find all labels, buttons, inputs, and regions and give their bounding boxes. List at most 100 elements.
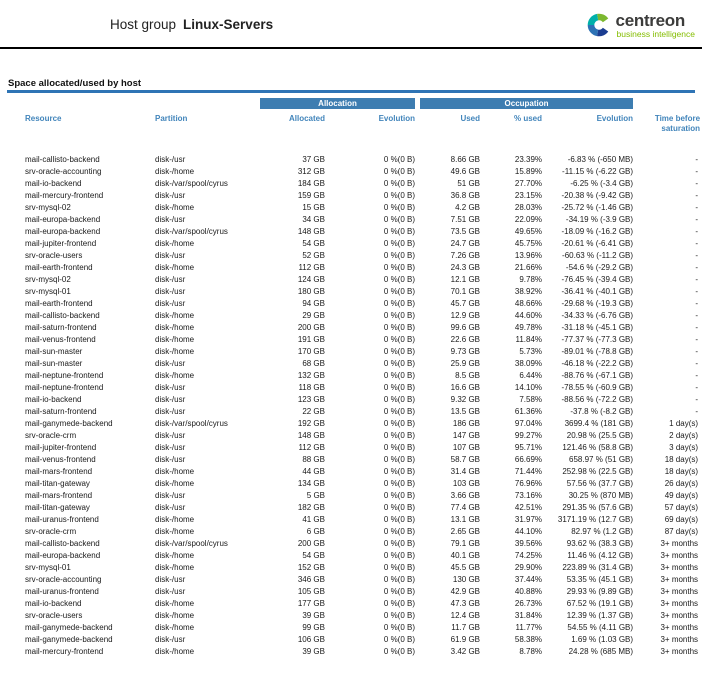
- cell-allocation-evolution: 0 %(0 B): [383, 167, 416, 176]
- cell-pct-used: 13.96%: [514, 251, 543, 260]
- cell-used: 77.4 GB: [450, 503, 481, 512]
- cell-partition: disk-/home: [155, 599, 195, 608]
- group-header-occupation: Occupation: [420, 98, 634, 109]
- cell-pct-used: 8.78%: [519, 647, 543, 656]
- cell-time-before-saturation: 3+ months: [660, 623, 699, 632]
- cell-pct-used: 37.44%: [514, 575, 543, 584]
- cell-used: 24.3 GB: [450, 263, 481, 272]
- cell-partition: disk-/home: [155, 515, 195, 524]
- cell-used: 12.9 GB: [450, 311, 481, 320]
- cell-allocated: 41 GB: [302, 515, 325, 524]
- cell-allocated: 180 GB: [297, 287, 325, 296]
- cell-time-before-saturation: -: [695, 251, 699, 260]
- cell-time-before-saturation: -: [695, 275, 699, 284]
- cell-time-before-saturation: -: [695, 263, 699, 272]
- cell-pct-used: 73.16%: [514, 491, 543, 500]
- cell-used: 40.1 GB: [450, 551, 481, 560]
- table-row: mail-europa-backend disk-/usr 34 GB 0 %(0 B…: [25, 214, 700, 226]
- cell-resource: mail-earth-frontend: [25, 263, 93, 272]
- cell-resource: mail-europa-backend: [25, 227, 101, 236]
- table-row: mail-neptune-frontend disk-/home 132 GB 0 %…: [25, 370, 700, 382]
- cell-allocated: 123 GB: [297, 395, 325, 404]
- table-row: mail-saturn-frontend disk-/usr 22 GB 0 %(0 …: [25, 406, 700, 418]
- cell-partition: disk-/usr: [155, 491, 186, 500]
- cell-allocation-evolution: 0 %(0 B): [383, 551, 416, 560]
- cell-time-before-saturation: 3+ months: [660, 563, 699, 572]
- cell-resource: mail-ganymede-backend: [25, 623, 113, 632]
- cell-occupation-evolution: -6.25 % (-3.4 GB): [570, 179, 634, 188]
- cell-resource: mail-ganymede-backend: [25, 635, 113, 644]
- cell-allocation-evolution: 0 %(0 B): [383, 359, 416, 368]
- cell-allocated: 118 GB: [298, 383, 325, 392]
- cell-allocation-evolution: 0 %(0 B): [383, 563, 416, 572]
- cell-partition: disk-/usr: [155, 575, 186, 584]
- cell-occupation-evolution: 291.35 % (57.6 GB): [562, 503, 634, 512]
- cell-pct-used: 21.66%: [514, 263, 543, 272]
- column-header-partition: Partition: [155, 114, 188, 123]
- cell-resource: mail-mercury-frontend: [25, 647, 104, 656]
- cell-allocation-evolution: 0 %(0 B): [383, 491, 416, 500]
- cell-used: 130 GB: [452, 575, 481, 584]
- centreon-tagline: business intelligence: [616, 29, 695, 39]
- cell-occupation-evolution: -36.41 % (-40.1 GB): [561, 287, 634, 296]
- cell-occupation-evolution: -11.15 % (-6.22 GB): [562, 167, 634, 176]
- cell-occupation-evolution: -88.56 % (-72.2 GB): [561, 395, 634, 404]
- cell-allocated: 148 GB: [297, 431, 325, 440]
- cell-occupation-evolution: -29.68 % (-19.3 GB): [561, 299, 634, 308]
- cell-allocated: 39 GB: [302, 611, 325, 620]
- cell-time-before-saturation: 3+ months: [660, 635, 699, 644]
- cell-used: 58.7 GB: [450, 455, 481, 464]
- table-row: mail-earth-frontend disk-/home 112 GB 0 %(0…: [25, 262, 700, 274]
- cell-pct-used: 7.58%: [519, 395, 543, 404]
- cell-time-before-saturation: 57 day(s): [664, 503, 699, 512]
- cell-pct-used: 71.44%: [514, 467, 543, 476]
- table-row: mail-jupiter-frontend disk-/usr 112 GB 0 %(…: [25, 442, 700, 454]
- table-row: mail-callisto-backend disk-/home 29 GB 0 %(…: [25, 310, 700, 322]
- table-row: srv-mysql-01 disk-/usr 180 GB 0 %(0 B) 70.1 …: [25, 286, 700, 298]
- cell-allocation-evolution: 0 %(0 B): [383, 275, 416, 284]
- column-header-pct-used: % used: [514, 114, 543, 123]
- cell-used: 51 GB: [457, 179, 481, 188]
- cell-resource: mail-callisto-backend: [25, 311, 100, 320]
- cell-time-before-saturation: -: [695, 335, 699, 344]
- cell-time-before-saturation: -: [695, 323, 699, 332]
- cell-used: 9.73 GB: [450, 347, 481, 356]
- table-row: mail-jupiter-frontend disk-/home 54 GB 0 %(…: [25, 238, 700, 250]
- cell-resource: mail-europa-backend: [25, 551, 101, 560]
- table-row: mail-callisto-backend disk-/usr 37 GB 0 %(0…: [25, 154, 700, 166]
- cell-resource: srv-oracle-users: [25, 251, 83, 260]
- cell-resource: mail-io-backend: [25, 599, 82, 608]
- cell-occupation-evolution: 121.46 % (58.8 GB): [562, 443, 634, 452]
- cell-partition: disk-/home: [155, 611, 195, 620]
- cell-allocated: 106 GB: [297, 635, 325, 644]
- space-table: Allocation Occupation Resource Partition…: [25, 98, 700, 658]
- cell-allocation-evolution: 0 %(0 B): [383, 467, 416, 476]
- cell-partition: disk-/home: [155, 371, 195, 380]
- cell-used: 36.8 GB: [450, 191, 481, 200]
- cell-used: 186 GB: [452, 419, 481, 428]
- cell-allocated: 312 GB: [297, 167, 325, 176]
- cell-allocation-evolution: 0 %(0 B): [383, 155, 416, 164]
- cell-used: 107 GB: [452, 443, 481, 452]
- cell-pct-used: 27.70%: [514, 179, 543, 188]
- cell-partition: disk-/usr: [155, 155, 186, 164]
- cell-pct-used: 97.04%: [514, 419, 543, 428]
- cell-occupation-evolution: -20.61 % (-6.41 GB): [561, 239, 634, 248]
- column-header-row: Resource Partition Allocated Evolution U…: [25, 110, 700, 154]
- cell-partition: disk-/home: [155, 647, 195, 656]
- table-row: srv-mysql-02 disk-/usr 124 GB 0 %(0 B) 12.1 …: [25, 274, 700, 286]
- cell-pct-used: 11.84%: [515, 335, 543, 344]
- cell-time-before-saturation: 18 day(s): [664, 467, 699, 476]
- cell-occupation-evolution: -88.76 % (-67.1 GB): [561, 371, 634, 380]
- cell-partition: disk-/usr: [155, 359, 186, 368]
- cell-resource: mail-mars-frontend: [25, 491, 93, 500]
- column-header-allocated: Allocated: [288, 114, 325, 123]
- cell-allocation-evolution: 0 %(0 B): [383, 647, 416, 656]
- cell-used: 8.66 GB: [450, 155, 481, 164]
- table-row: mail-uranus-frontend disk-/usr 105 GB 0 %(0…: [25, 586, 700, 598]
- cell-partition: disk-/usr: [155, 251, 186, 260]
- cell-pct-used: 28.03%: [514, 203, 543, 212]
- cell-used: 7.51 GB: [450, 215, 481, 224]
- cell-allocated: 99 GB: [302, 623, 325, 632]
- cell-allocated: 54 GB: [302, 239, 325, 248]
